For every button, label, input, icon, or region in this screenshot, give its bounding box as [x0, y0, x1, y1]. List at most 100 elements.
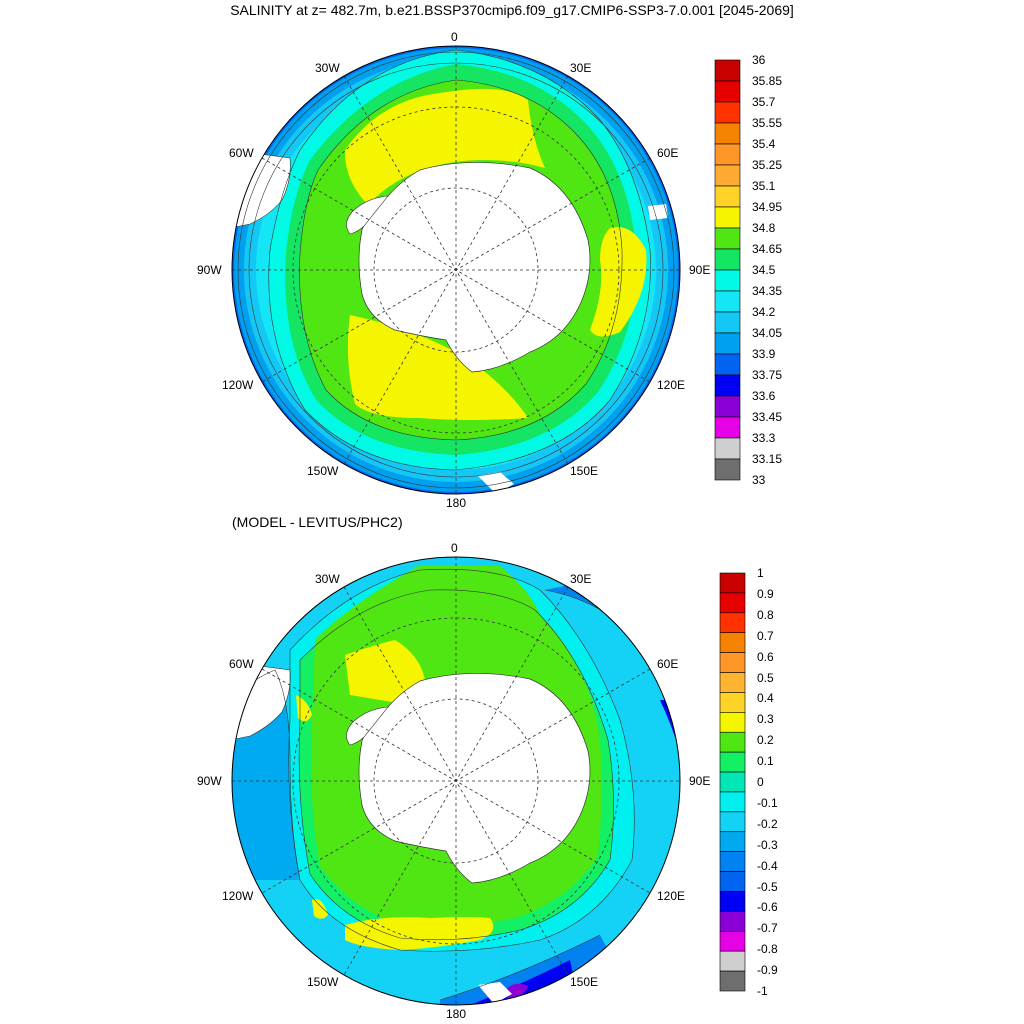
- colorbar-label: 35.55: [752, 116, 783, 130]
- graticule-2: [232, 557, 680, 1005]
- lon-label: 90E: [689, 263, 711, 277]
- colorbar-box: [714, 164, 741, 187]
- colorbar-box: [719, 572, 746, 594]
- colorbar-box: [719, 712, 746, 733]
- colorbar-box: [719, 692, 746, 713]
- colorbar-box: [719, 970, 746, 992]
- colorbar-salinity: [714, 59, 741, 481]
- lon-label: 150E: [570, 975, 599, 989]
- colorbar-box: [714, 374, 741, 397]
- lon-label: 30W: [315, 61, 340, 75]
- lon-label: 0: [451, 541, 458, 555]
- lon-label: 30E: [570, 572, 592, 586]
- colorbar-box: [714, 332, 741, 355]
- colorbar-box: [719, 771, 746, 793]
- colorbar-box: [714, 143, 741, 166]
- lon-label: 30W: [315, 572, 340, 586]
- colorbar-label: 33.45: [752, 410, 783, 424]
- colorbar-box: [719, 851, 746, 872]
- colorbar-label: 0.7: [757, 628, 774, 643]
- colorbar-label: -0.3: [757, 837, 778, 852]
- colorbar-label: -0.7: [757, 921, 778, 936]
- colorbar-box: [719, 891, 746, 912]
- colorbar-box: [714, 269, 741, 292]
- colorbar-label: 36: [752, 53, 766, 67]
- colorbar-label: 34.5: [752, 263, 776, 277]
- lon-label: 150W: [307, 975, 339, 989]
- colorbar-label: 34.05: [752, 326, 783, 340]
- lon-label: 120W: [222, 889, 254, 903]
- colorbar-box: [719, 751, 746, 773]
- colorbar-box: [719, 911, 746, 932]
- graticule-1: [232, 46, 680, 494]
- lon-label: 90E: [689, 774, 711, 788]
- colorbar-label: 33: [752, 473, 766, 487]
- colorbar-label: 0.8: [757, 607, 774, 622]
- colorbar-box: [714, 206, 741, 229]
- colorbar-label: -0.2: [757, 816, 778, 831]
- colorbar-label: 35.85: [752, 74, 783, 88]
- colorbar-label: -0.8: [757, 942, 778, 957]
- lon-label: 120W: [222, 378, 254, 392]
- colorbar-label: 35.1: [752, 179, 776, 193]
- colorbar-label: 0.6: [757, 649, 774, 664]
- colorbar-box: [719, 731, 746, 753]
- colorbar-label: 34.65: [752, 242, 783, 256]
- colorbar-label: 0: [757, 775, 764, 789]
- colorbar-label: 35.4: [752, 137, 776, 151]
- colorbar-box: [719, 791, 746, 813]
- colorbar-label: 0.2: [757, 733, 774, 748]
- colorbar-box: [714, 395, 741, 418]
- lon-label: 150E: [570, 464, 599, 478]
- colorbar-label: 34.35: [752, 284, 783, 298]
- lon-label: 60W: [229, 146, 254, 160]
- colorbar-label: 34.2: [752, 305, 776, 319]
- lon-label: 60W: [229, 657, 254, 671]
- colorbar-box: [719, 632, 746, 653]
- lon-label: 120E: [657, 889, 686, 903]
- colorbar-box: [714, 311, 741, 334]
- colorbar-label: -1: [757, 984, 768, 998]
- colorbar-box: [714, 353, 741, 376]
- colorbar-box: [719, 930, 746, 952]
- colorbar-label: 0.4: [757, 691, 774, 706]
- colorbar-box: [714, 185, 741, 208]
- colorbar-label: -0.6: [757, 900, 778, 915]
- colorbar-label: 34.95: [752, 200, 783, 214]
- lon-label: 180: [446, 1007, 467, 1021]
- figure-title: SALINITY at z= 482.7m, b.e21.BSSP370cmip…: [230, 2, 794, 18]
- colorbar-label: 33.3: [752, 431, 776, 445]
- lon-label: 150W: [307, 464, 339, 478]
- colorbar-box: [714, 290, 741, 313]
- colorbar-box: [714, 458, 741, 481]
- colorbar-label: -0.4: [757, 858, 778, 873]
- lon-label: 60E: [657, 657, 679, 671]
- colorbar-label: 0.3: [757, 712, 774, 727]
- lon-label: 90W: [197, 774, 222, 788]
- colorbar-box: [719, 831, 746, 852]
- colorbar-label: -0.5: [757, 879, 778, 894]
- colorbar-box: [714, 59, 741, 82]
- colorbar-label: 33.15: [752, 452, 783, 466]
- colorbar-label: 35.25: [752, 158, 783, 172]
- lon-label: 180: [446, 496, 467, 510]
- colorbar-box: [719, 592, 746, 614]
- map-2-border: [231, 556, 681, 1006]
- difference-subtitle: (MODEL - LEVITUS/PHC2): [232, 514, 403, 530]
- colorbar-label: 35.7: [752, 95, 776, 109]
- colorbar-box: [719, 672, 746, 693]
- colorbar-label: 0.9: [757, 586, 774, 601]
- colorbar-label: 0.1: [757, 754, 774, 769]
- colorbar-box: [719, 871, 746, 892]
- colorbar-label: 1: [757, 566, 764, 580]
- colorbar-box: [714, 122, 741, 145]
- colorbar-difference: [719, 572, 746, 992]
- map-1-border: [231, 45, 681, 495]
- salinity-map: [231, 45, 681, 495]
- colorbar-label: 33.9: [752, 347, 776, 361]
- colorbar-box: [719, 652, 746, 673]
- colorbar-box: [714, 416, 741, 439]
- colorbar-box: [714, 101, 741, 124]
